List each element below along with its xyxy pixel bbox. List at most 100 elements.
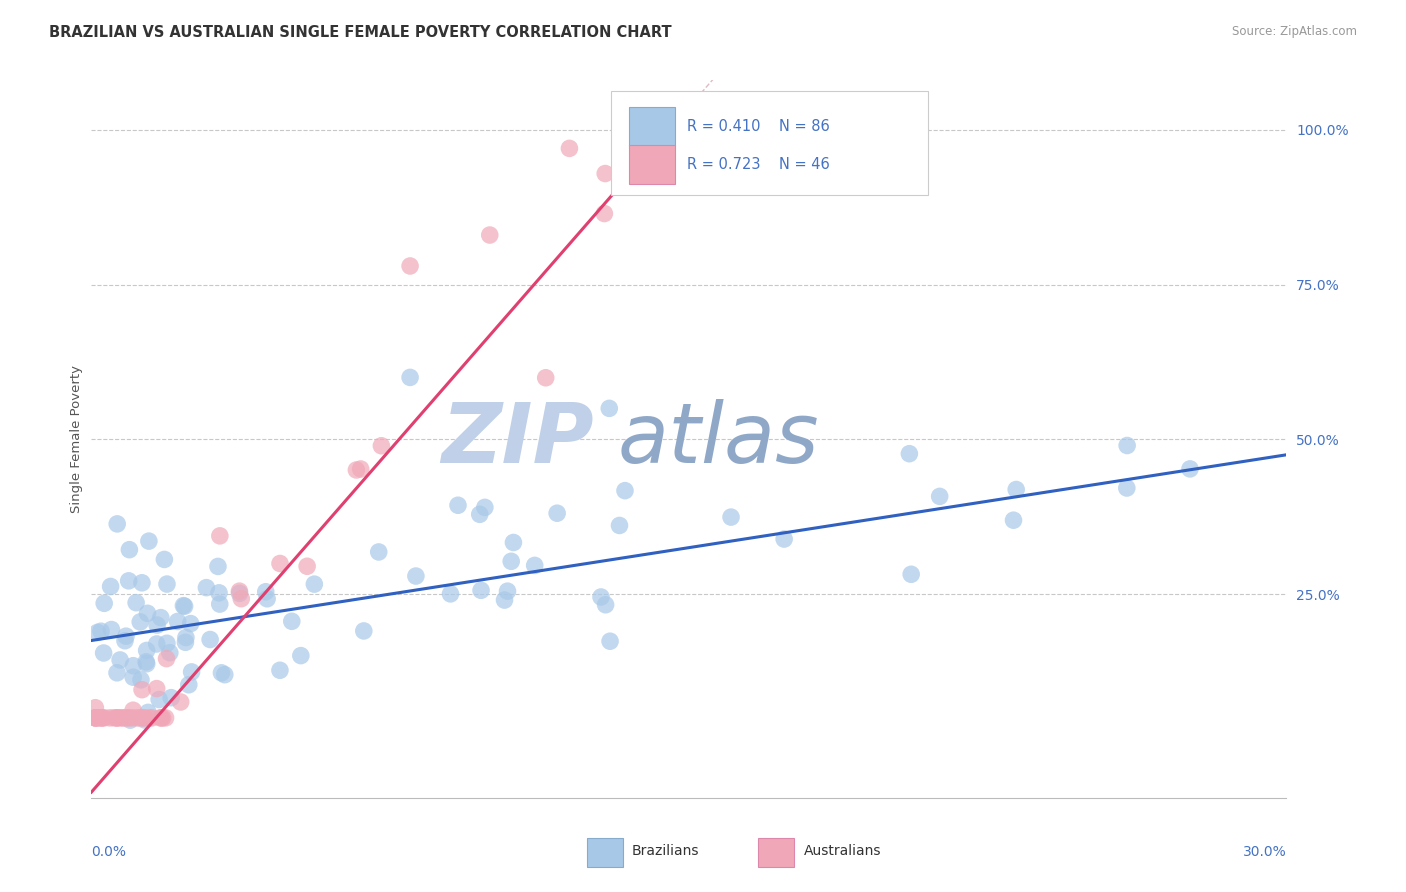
Point xyxy=(118,711,141,725)
Point xyxy=(208,529,231,543)
Point xyxy=(160,690,183,705)
Point xyxy=(131,575,153,590)
Point xyxy=(134,711,156,725)
Point xyxy=(405,569,427,583)
Point xyxy=(86,711,108,725)
Point xyxy=(134,713,156,727)
Point xyxy=(589,590,612,604)
Point xyxy=(141,711,163,725)
Point xyxy=(254,584,277,599)
Point xyxy=(501,554,523,568)
Text: atlas: atlas xyxy=(617,399,818,480)
Point xyxy=(180,665,202,679)
Point xyxy=(898,447,921,461)
Text: R = 0.410    N = 86: R = 0.410 N = 86 xyxy=(686,119,830,134)
Point xyxy=(281,615,304,629)
Point xyxy=(304,577,326,591)
Point xyxy=(155,711,177,725)
Text: Source: ZipAtlas.com: Source: ZipAtlas.com xyxy=(1232,25,1357,38)
Text: 30.0%: 30.0% xyxy=(1243,845,1286,859)
Point xyxy=(593,167,616,181)
Point xyxy=(91,711,114,725)
Point xyxy=(399,370,422,384)
Point xyxy=(928,489,950,503)
Point xyxy=(447,498,470,512)
Point xyxy=(370,439,392,453)
Point xyxy=(470,583,492,598)
Point xyxy=(121,711,143,725)
FancyBboxPatch shape xyxy=(588,838,623,866)
Point xyxy=(214,667,236,681)
Point xyxy=(125,596,148,610)
Point xyxy=(523,558,546,573)
Point xyxy=(228,586,250,600)
Point xyxy=(231,591,253,606)
Point xyxy=(1178,462,1201,476)
Point xyxy=(93,711,115,725)
Point xyxy=(129,673,152,687)
Point xyxy=(172,599,194,613)
Point xyxy=(135,643,157,657)
Point xyxy=(599,634,621,648)
Point xyxy=(558,141,581,155)
Point xyxy=(159,646,181,660)
Point xyxy=(496,584,519,599)
Point xyxy=(439,587,461,601)
Point xyxy=(145,681,167,696)
Point xyxy=(1005,483,1028,497)
Point xyxy=(107,711,129,725)
Point xyxy=(502,535,524,549)
Point xyxy=(111,711,134,725)
Point xyxy=(105,665,128,680)
Point xyxy=(474,500,496,515)
Point xyxy=(105,711,128,725)
Point xyxy=(614,483,637,498)
Text: ZIP: ZIP xyxy=(440,399,593,480)
Point xyxy=(256,591,278,606)
Point xyxy=(350,462,373,476)
Point xyxy=(84,700,107,714)
Point xyxy=(122,658,145,673)
Point xyxy=(136,706,159,720)
Point xyxy=(546,506,568,520)
Point xyxy=(228,584,250,599)
Point xyxy=(598,401,620,416)
Point xyxy=(478,227,501,242)
Point xyxy=(111,711,134,725)
Point xyxy=(93,596,115,610)
Point xyxy=(131,682,153,697)
Point xyxy=(138,534,160,549)
Point xyxy=(155,651,177,665)
Point xyxy=(720,510,742,524)
Point xyxy=(115,711,138,725)
Point xyxy=(136,607,159,621)
Point xyxy=(115,629,138,643)
Point xyxy=(207,559,229,574)
Point xyxy=(93,646,115,660)
Point xyxy=(174,635,197,649)
Point xyxy=(135,657,157,671)
Point xyxy=(209,665,232,680)
Point xyxy=(180,616,202,631)
Point xyxy=(129,615,152,629)
Text: R = 0.723    N = 46: R = 0.723 N = 46 xyxy=(686,157,830,172)
Point xyxy=(170,695,193,709)
Point xyxy=(156,636,179,650)
Point xyxy=(208,586,231,600)
Point xyxy=(174,631,197,645)
Point xyxy=(344,463,367,477)
Point xyxy=(150,711,173,725)
Point xyxy=(534,371,557,385)
Y-axis label: Single Female Poverty: Single Female Poverty xyxy=(70,366,83,513)
FancyBboxPatch shape xyxy=(630,145,675,185)
Point xyxy=(153,552,176,566)
Point xyxy=(100,579,122,593)
FancyBboxPatch shape xyxy=(630,107,675,146)
Point xyxy=(114,633,136,648)
Text: Brazilians: Brazilians xyxy=(631,845,699,858)
Point xyxy=(269,557,291,571)
Point xyxy=(120,713,142,727)
Point xyxy=(156,577,179,591)
Point xyxy=(367,545,389,559)
Point xyxy=(90,711,112,725)
